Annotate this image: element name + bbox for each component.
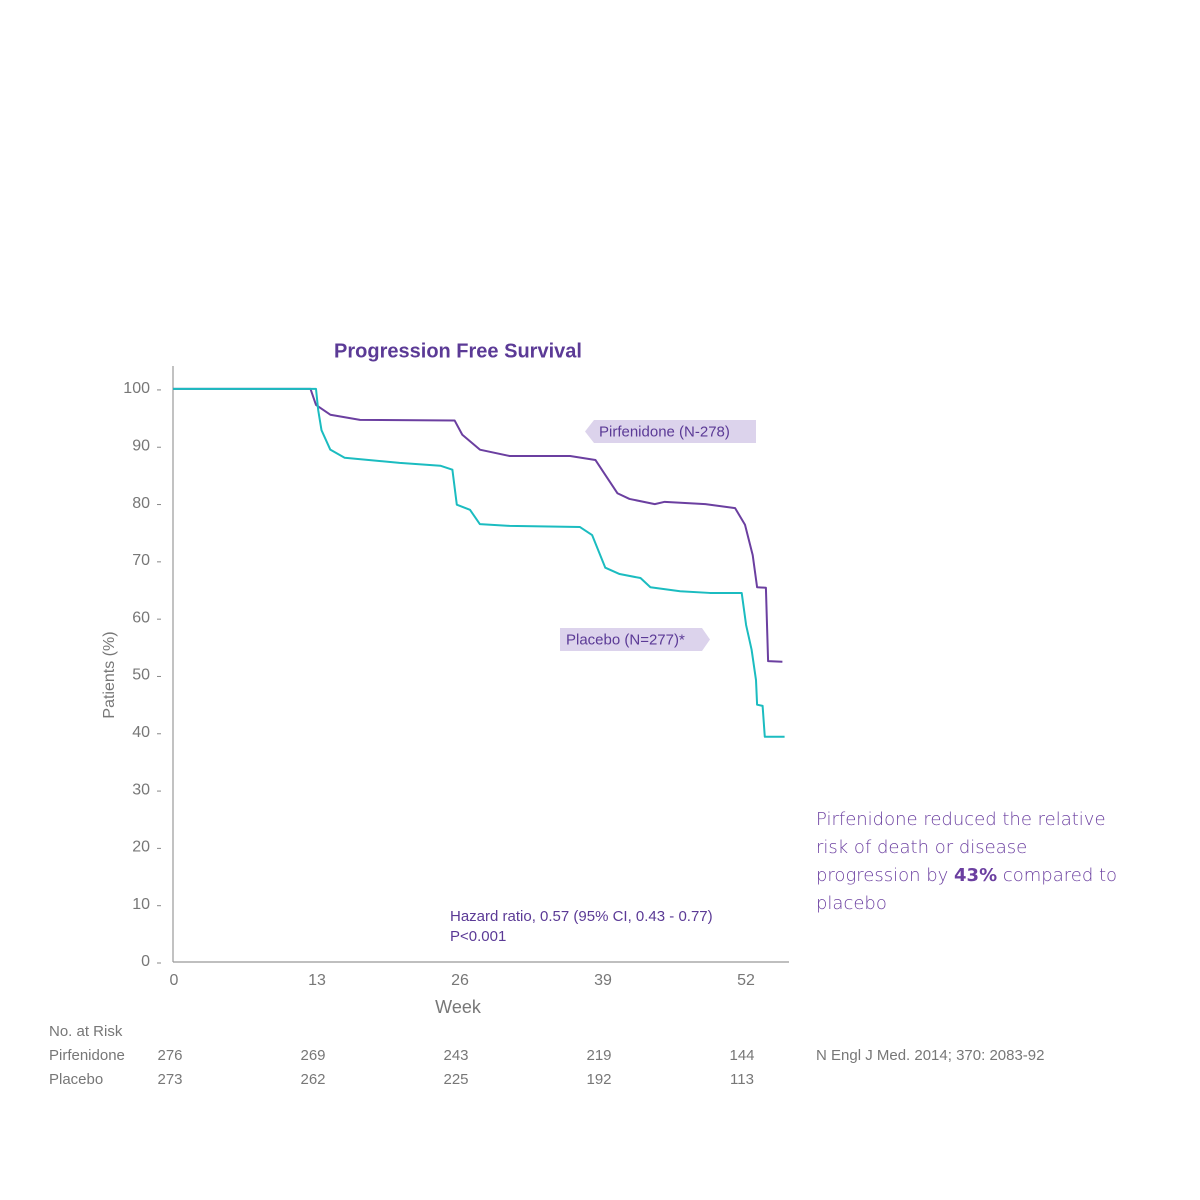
y-axis-label: Patients (%) <box>101 631 118 718</box>
x-tick-label: 0 <box>170 972 179 989</box>
x-tick-label: 52 <box>737 972 755 989</box>
y-tick-label: 20 <box>132 839 150 856</box>
risk-value: 269 <box>300 1047 325 1064</box>
risk-value: 262 <box>300 1071 325 1088</box>
callout-emphasis: 43% <box>954 865 998 886</box>
risk-value: 113 <box>730 1071 754 1088</box>
x-tick-label: 26 <box>451 972 469 989</box>
y-tick-label: 0 <box>141 953 150 970</box>
annotation: Hazard ratio, 0.57 (95% CI, 0.43 - 0.77) <box>450 908 713 925</box>
y-tick-label: 80 <box>132 495 150 512</box>
y-tick-label: 10 <box>132 896 150 913</box>
callout: Pirfenidone reduced the relative risk of… <box>816 806 1126 918</box>
y-tick-label: 60 <box>132 609 150 626</box>
y-tick-label: 50 <box>132 667 150 684</box>
annotation: P<0.001 <box>450 928 506 945</box>
risk-value: 273 <box>157 1071 182 1088</box>
legend-tag <box>585 420 756 443</box>
legend-label: Pirfenidone (N-278) <box>599 423 730 440</box>
citation: N Engl J Med. 2014; 370: 2083-92 <box>816 1047 1045 1064</box>
x-tick-label: 39 <box>594 972 612 989</box>
risk-value: 276 <box>157 1047 182 1064</box>
legend-tag <box>560 628 710 651</box>
risk-value: 219 <box>586 1047 611 1064</box>
risk-value: 225 <box>443 1071 468 1088</box>
y-tick-label: 100 <box>123 380 150 397</box>
x-tick-label: 13 <box>308 972 326 989</box>
y-tick-label: 40 <box>132 724 150 741</box>
risk-table-title: No. at Risk <box>49 1023 123 1040</box>
risk-value: 144 <box>729 1047 754 1064</box>
y-tick-label: 70 <box>132 552 150 569</box>
y-tick-label: 90 <box>132 437 150 454</box>
survival-curve <box>173 387 785 738</box>
risk-value: 192 <box>586 1071 611 1088</box>
chart-title: Progression Free Survival <box>334 340 582 362</box>
risk-row-name: Placebo <box>49 1071 103 1088</box>
risk-row-name: Pirfenidone <box>49 1047 125 1064</box>
risk-value: 243 <box>443 1047 468 1064</box>
survival-curve <box>173 387 783 663</box>
callout-text: Pirfenidone reduced the relative risk of… <box>816 809 1106 886</box>
y-tick-label: 30 <box>132 781 150 798</box>
callout-text: compared to placebo <box>816 865 1118 914</box>
legend-label: Placebo (N=277)* <box>566 631 685 648</box>
x-axis-label: Week <box>435 997 482 1017</box>
